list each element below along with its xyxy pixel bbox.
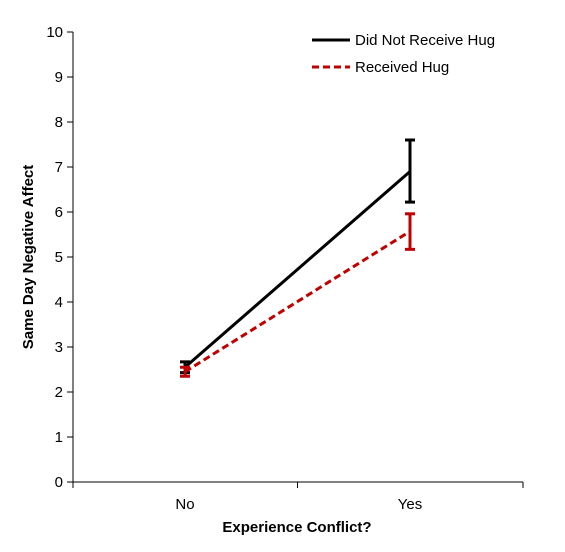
y-tick-label: 4	[55, 294, 63, 311]
y-tick-label: 3	[55, 339, 63, 356]
series-layer	[180, 138, 415, 378]
axes: 0 1 2 3 4 5 6 7 8 9 10 No Yes	[46, 24, 524, 513]
y-tick-label: 10	[46, 24, 63, 41]
y-tick-label: 7	[55, 159, 63, 176]
y-tick-label: 5	[55, 249, 63, 266]
series-line	[184, 170, 411, 369]
y-tick-label: 8	[55, 114, 63, 131]
x-axis-label: Experience Conflict?	[222, 519, 371, 536]
x-tick-label: No	[175, 496, 194, 513]
y-tick-label: 2	[55, 384, 63, 401]
y-tick-label: 9	[55, 69, 63, 86]
y-tick-label: 1	[55, 429, 63, 446]
series-line	[184, 230, 411, 374]
x-tick-label: Yes	[398, 496, 422, 513]
legend: Did Not Receive Hug Received Hug	[312, 32, 495, 76]
legend-label: Received Hug	[355, 59, 449, 76]
series-received-hug	[180, 212, 415, 378]
y-axis-label: Same Day Negative Affect	[20, 165, 37, 350]
y-tick-label: 6	[55, 204, 63, 221]
y-tick-label: 0	[55, 474, 63, 491]
series-did-not-receive-hug	[180, 138, 415, 375]
legend-label: Did Not Receive Hug	[355, 32, 495, 49]
